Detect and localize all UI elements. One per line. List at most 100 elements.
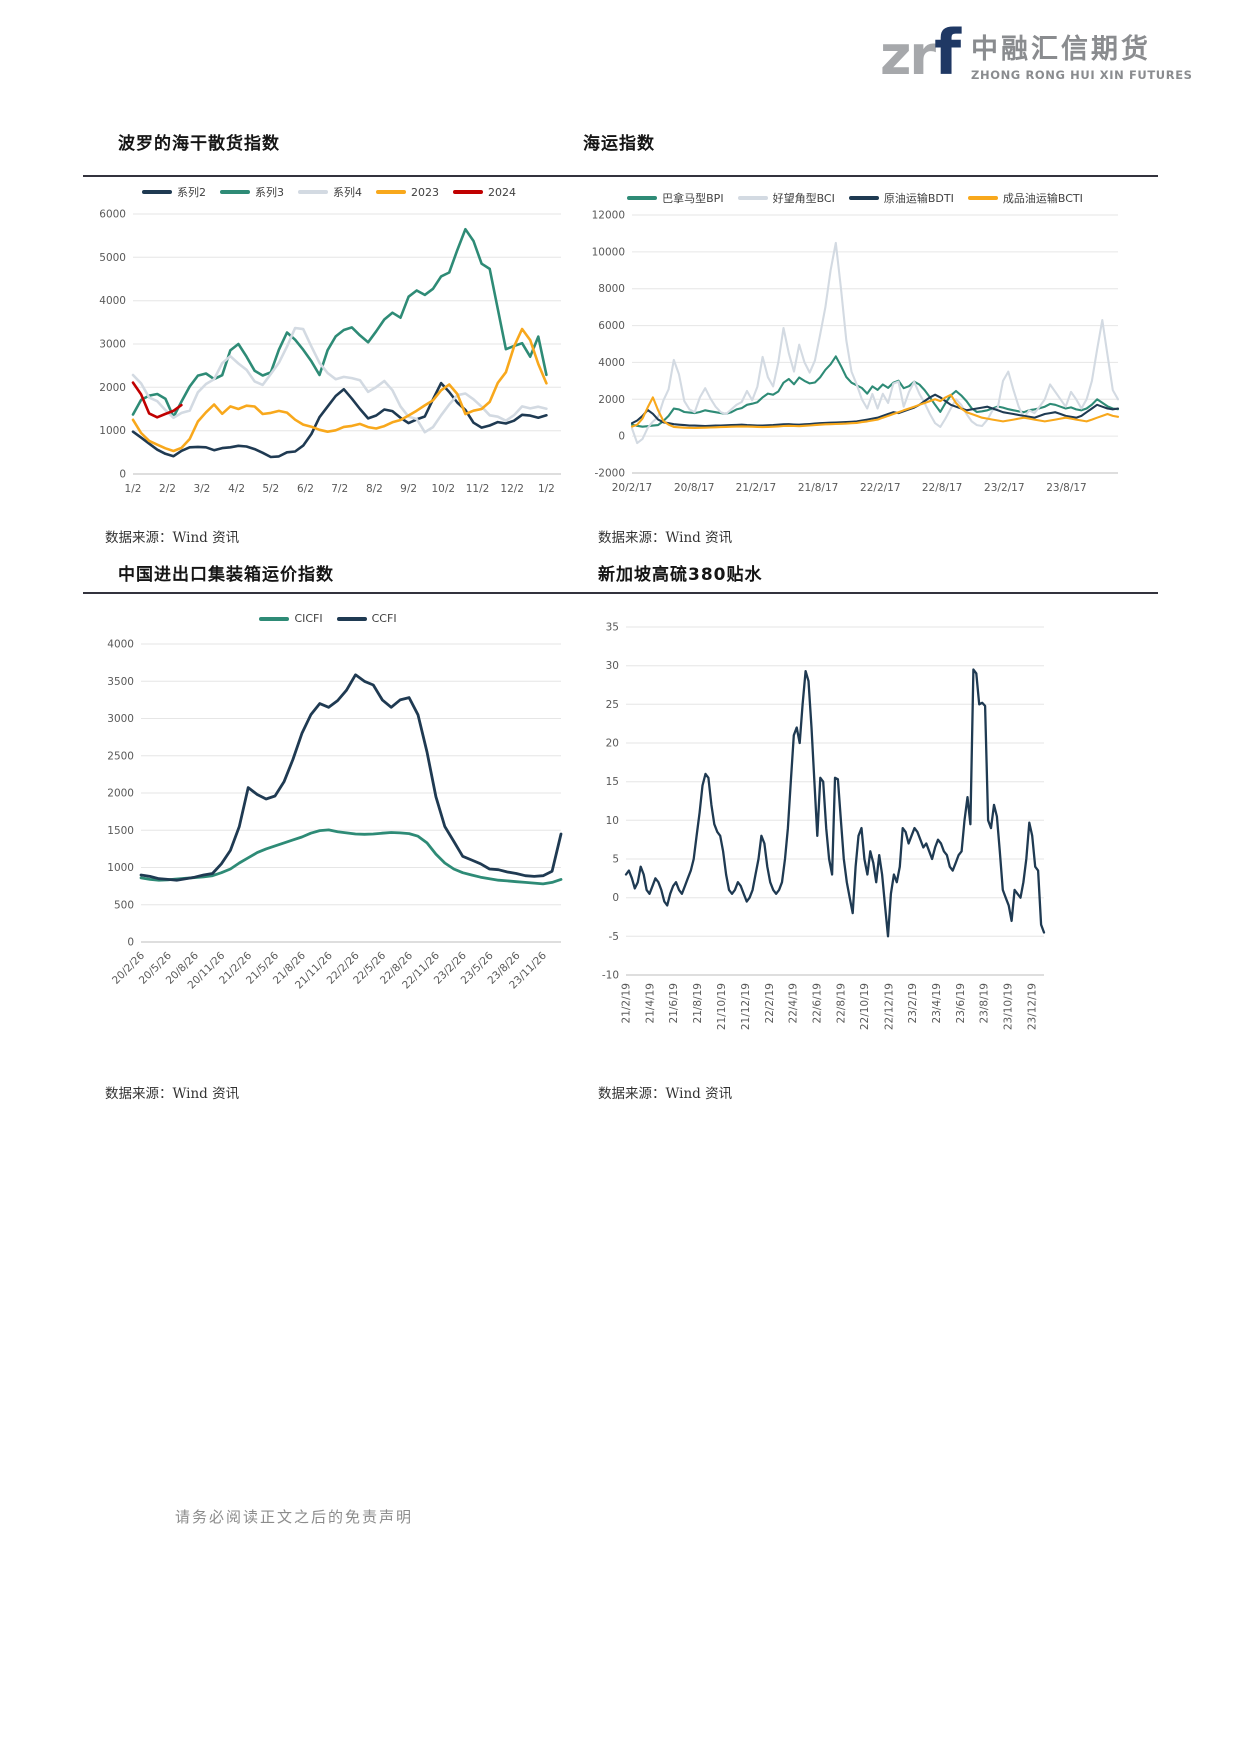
y-tick-label: -5 [609, 931, 619, 943]
legend-swatch-series4 [298, 190, 328, 194]
legend-item-series4: 系列4 [298, 184, 362, 200]
chart2-legend: 巴拿马型BPI 好望角型BCI 原油运输BDTI 成品油运输BCTI [580, 190, 1130, 206]
x-tick-label: 21/8/19 [692, 983, 704, 1023]
x-tick-label: 22/10/19 [859, 983, 871, 1030]
y-tick-label: 4000 [598, 357, 625, 369]
x-tick-label: 5/2 [262, 483, 279, 495]
legend-item-bcti: 成品油运输BCTI [967, 190, 1083, 206]
x-tick-label: 12/2 [500, 483, 524, 495]
legend-swatch-bpi [627, 196, 658, 200]
y-tick-label: 2000 [107, 788, 134, 800]
y-tick-label: 8000 [598, 283, 625, 295]
logo-company-name-en: ZHONG RONG HUI XIN FUTURES [971, 68, 1193, 82]
chart1-title: 波罗的海干散货指数 [118, 134, 280, 154]
legend-swatch-cicfi [259, 616, 290, 621]
y-tick-label: 15 [606, 776, 619, 788]
x-tick-label: 23/2/17 [984, 482, 1024, 494]
legend-item-series2: 系列2 [142, 184, 206, 200]
legend-item-y2023: 2023 [376, 186, 439, 199]
y-tick-label: 25 [606, 699, 619, 711]
series-line-2023 [131, 327, 548, 453]
series-line-原油运输BDTI [630, 393, 1120, 428]
y-tick-label: 1500 [107, 825, 134, 837]
series-line-巴拿马型BPI [630, 355, 1120, 428]
x-tick-label: 23/12/19 [1026, 983, 1038, 1030]
y-tick-label: 10 [606, 815, 619, 827]
x-tick-label: 22/6/19 [812, 983, 824, 1023]
x-tick-label: 21/2/17 [736, 482, 776, 494]
y-tick-label: 0 [127, 937, 134, 949]
x-tick-label: 8/2 [366, 483, 383, 495]
x-tick-label: 23/2/19 [907, 983, 919, 1023]
x-tick-label: 20/8/17 [674, 482, 714, 494]
y-tick-label: -2000 [594, 468, 625, 480]
legend-item-y2024: 2024 [453, 186, 516, 199]
legend-label-y2023: 2023 [411, 185, 439, 199]
x-tick-label: 20/2/17 [612, 482, 652, 494]
y-tick-label: 30 [606, 660, 619, 672]
logo-f: f [934, 16, 961, 89]
x-tick-label: 4/2 [228, 483, 245, 495]
x-tick-label: 11/2 [466, 483, 490, 495]
y-tick-label: 12000 [592, 210, 625, 222]
legend-item-bci: 好望角型BCI [737, 190, 835, 206]
legend-swatch-series2 [142, 190, 172, 194]
x-tick-label: 22/12/19 [883, 983, 895, 1030]
series-line-系列2 [131, 381, 548, 459]
x-tick-label: 23/8/17 [1046, 482, 1086, 494]
chart2-title: 海运指数 [583, 134, 655, 154]
chart2-shipping-index: -2000 0 2000 4000 6000 8000 10000 12000 20/2/17 2… [580, 205, 1130, 521]
logo-zrf-mark: zrf [880, 22, 961, 85]
legend-label-y2024: 2024 [488, 185, 516, 199]
y-tick-label: 3000 [99, 339, 126, 351]
x-tick-label: 9/2 [400, 483, 417, 495]
x-tick-label: 21/6/19 [668, 983, 680, 1023]
series-line-成品油运输BCTI [630, 393, 1120, 430]
series-line-好望角型BCI [630, 241, 1120, 445]
legend-item-bpi: 巴拿马型BPI [627, 190, 724, 206]
chart-canvas-2: 0500100015002000250030003500400020/2/262… [107, 639, 563, 991]
y-tick-label: 0 [119, 469, 126, 481]
legend-swatch-ccfi [336, 616, 367, 621]
y-tick-label: 6000 [598, 320, 625, 332]
chart1-baltic-dry-index: 0 1000 2000 3000 4000 5000 6000 1/2 2/2 3/2 4/2 5/2… [83, 202, 575, 524]
company-logo: zrf 中融汇信期货 ZHONG RONG HUI XIN FUTURES [880, 22, 1193, 85]
y-tick-label: 500 [114, 899, 134, 911]
legend-label-cicfi: CICFI [294, 612, 323, 625]
series-line-CICFI [139, 828, 563, 886]
x-tick-label: 23/10/19 [1003, 983, 1015, 1030]
x-tick-label: 1/2 [538, 483, 555, 495]
divider-line-top [83, 175, 1158, 177]
legend-label-bdti: 原油运输BDTI [883, 192, 954, 205]
y-tick-label: 1000 [99, 425, 126, 437]
x-tick-label: 21/12/19 [740, 983, 752, 1030]
legend-label-series3: 系列3 [255, 186, 284, 199]
legend-label-bpi: 巴拿马型BPI [662, 192, 724, 205]
legend-swatch-bci [737, 196, 768, 200]
y-tick-label: 1000 [107, 862, 134, 874]
y-tick-label: 3500 [107, 676, 134, 688]
y-tick-label: 2000 [598, 394, 625, 406]
legend-item-ccfi: CCFI [336, 612, 397, 625]
y-tick-label: -10 [602, 970, 619, 982]
chart3-title: 中国进出口集装箱运价指数 [118, 565, 334, 585]
x-tick-label: 21/2/19 [621, 983, 633, 1023]
y-tick-label: 2500 [107, 750, 134, 762]
legend-swatch-bdti [848, 196, 879, 200]
chart4-singapore-hsfo-380-discount: -10 -5 0 5 10 15 20 25 30 35 21/2/19 21/4/19 21/6/19… [580, 607, 1054, 1111]
y-tick-label: 35 [606, 622, 619, 634]
data-source-caption-3: 数据来源：Wind 资讯 [105, 1086, 240, 1102]
series-line-2024 [131, 381, 183, 419]
chart1-legend: 系列2 系列3 系列4 2023 2024 [83, 184, 575, 200]
legend-label-bcti: 成品油运输BCTI [1002, 192, 1083, 205]
x-tick-label: 1/2 [125, 483, 142, 495]
y-tick-label: 4000 [99, 295, 126, 307]
x-tick-label: 23/4/19 [931, 983, 943, 1023]
x-tick-label: 2/2 [159, 483, 176, 495]
y-tick-label: 0 [618, 431, 625, 443]
x-tick-label: 23/8/19 [979, 983, 991, 1023]
y-tick-label: 20 [606, 738, 619, 750]
data-source-caption-4: 数据来源：Wind 资讯 [598, 1086, 733, 1102]
chart3-legend: CICFI CCFI [83, 612, 573, 625]
